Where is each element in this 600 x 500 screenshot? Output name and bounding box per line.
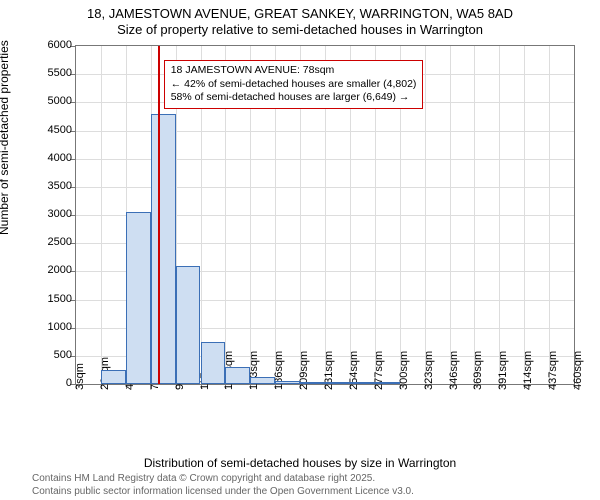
chart-container: 18, JAMESTOWN AVENUE, GREAT SANKEY, WARR… [0, 0, 600, 500]
ytick-label: 0 [22, 377, 72, 389]
histogram-bar [350, 382, 375, 384]
annotation-line2: ← 42% of semi-detached houses are smalle… [171, 78, 417, 92]
histogram-bar [225, 367, 250, 384]
xtick-label: 300sqm [398, 351, 410, 390]
ytick-label: 5000 [22, 95, 72, 107]
histogram-bar [375, 382, 400, 384]
ytick-label: 1500 [22, 293, 72, 305]
xtick-label: 460sqm [572, 351, 584, 390]
xtick-label: 369sqm [472, 351, 484, 390]
xtick-label: 231sqm [323, 351, 335, 390]
xtick-label: 254sqm [348, 351, 360, 390]
title-line2: Size of property relative to semi-detach… [0, 22, 600, 38]
histogram-bar [176, 266, 201, 384]
footer-line2: Contains public sector information licen… [32, 486, 572, 499]
xtick-label: 391sqm [497, 351, 509, 390]
gridline-v [425, 46, 426, 384]
histogram-bar [101, 370, 126, 384]
y-axis-label: Number of semi-detached properties [0, 40, 11, 235]
histogram-bar [151, 114, 176, 384]
annotation-line1: 18 JAMESTOWN AVENUE: 78sqm [171, 64, 417, 78]
xtick-label: 346sqm [448, 351, 460, 390]
title-block: 18, JAMESTOWN AVENUE, GREAT SANKEY, WARR… [0, 6, 600, 39]
gridline-v [101, 46, 102, 384]
ytick-label: 5500 [22, 67, 72, 79]
marker-annotation: 18 JAMESTOWN AVENUE: 78sqm ← 42% of semi… [164, 60, 424, 109]
ytick-label: 2500 [22, 236, 72, 248]
histogram-bar [325, 382, 350, 384]
ytick-label: 3000 [22, 208, 72, 220]
ytick-label: 1000 [22, 321, 72, 333]
xtick-label: 323sqm [423, 351, 435, 390]
histogram-bar [300, 382, 325, 384]
xtick-label: 209sqm [298, 351, 310, 390]
ytick-label: 500 [22, 349, 72, 361]
histogram-bar [201, 342, 226, 384]
ytick-label: 4000 [22, 152, 72, 164]
gridline-v [499, 46, 500, 384]
x-axis-label: Distribution of semi-detached houses by … [0, 456, 600, 470]
ytick-label: 2000 [22, 264, 72, 276]
histogram-bar [275, 381, 300, 384]
ytick-label: 6000 [22, 39, 72, 51]
gridline-v [549, 46, 550, 384]
xtick-label: 186sqm [273, 351, 285, 390]
gridline-v [474, 46, 475, 384]
annotation-line3: 58% of semi-detached houses are larger (… [171, 91, 417, 105]
ytick-label: 4500 [22, 124, 72, 136]
xtick-label: 3sqm [74, 363, 86, 390]
plot-area: 3sqm26sqm48sqm71sqm94sqm117sqm140sqm163s… [75, 45, 575, 385]
title-line1: 18, JAMESTOWN AVENUE, GREAT SANKEY, WARR… [0, 6, 600, 22]
histogram-bar [126, 212, 151, 384]
footer-line1: Contains HM Land Registry data © Crown c… [32, 473, 572, 486]
footer: Contains HM Land Registry data © Crown c… [32, 473, 572, 498]
xtick-label: 277sqm [373, 351, 385, 390]
xtick-label: 437sqm [547, 351, 559, 390]
xtick-label: 414sqm [522, 351, 534, 390]
gridline-v [450, 46, 451, 384]
gridline-v [524, 46, 525, 384]
marker-line [158, 46, 160, 384]
histogram-bar [250, 377, 275, 384]
ytick-label: 3500 [22, 180, 72, 192]
